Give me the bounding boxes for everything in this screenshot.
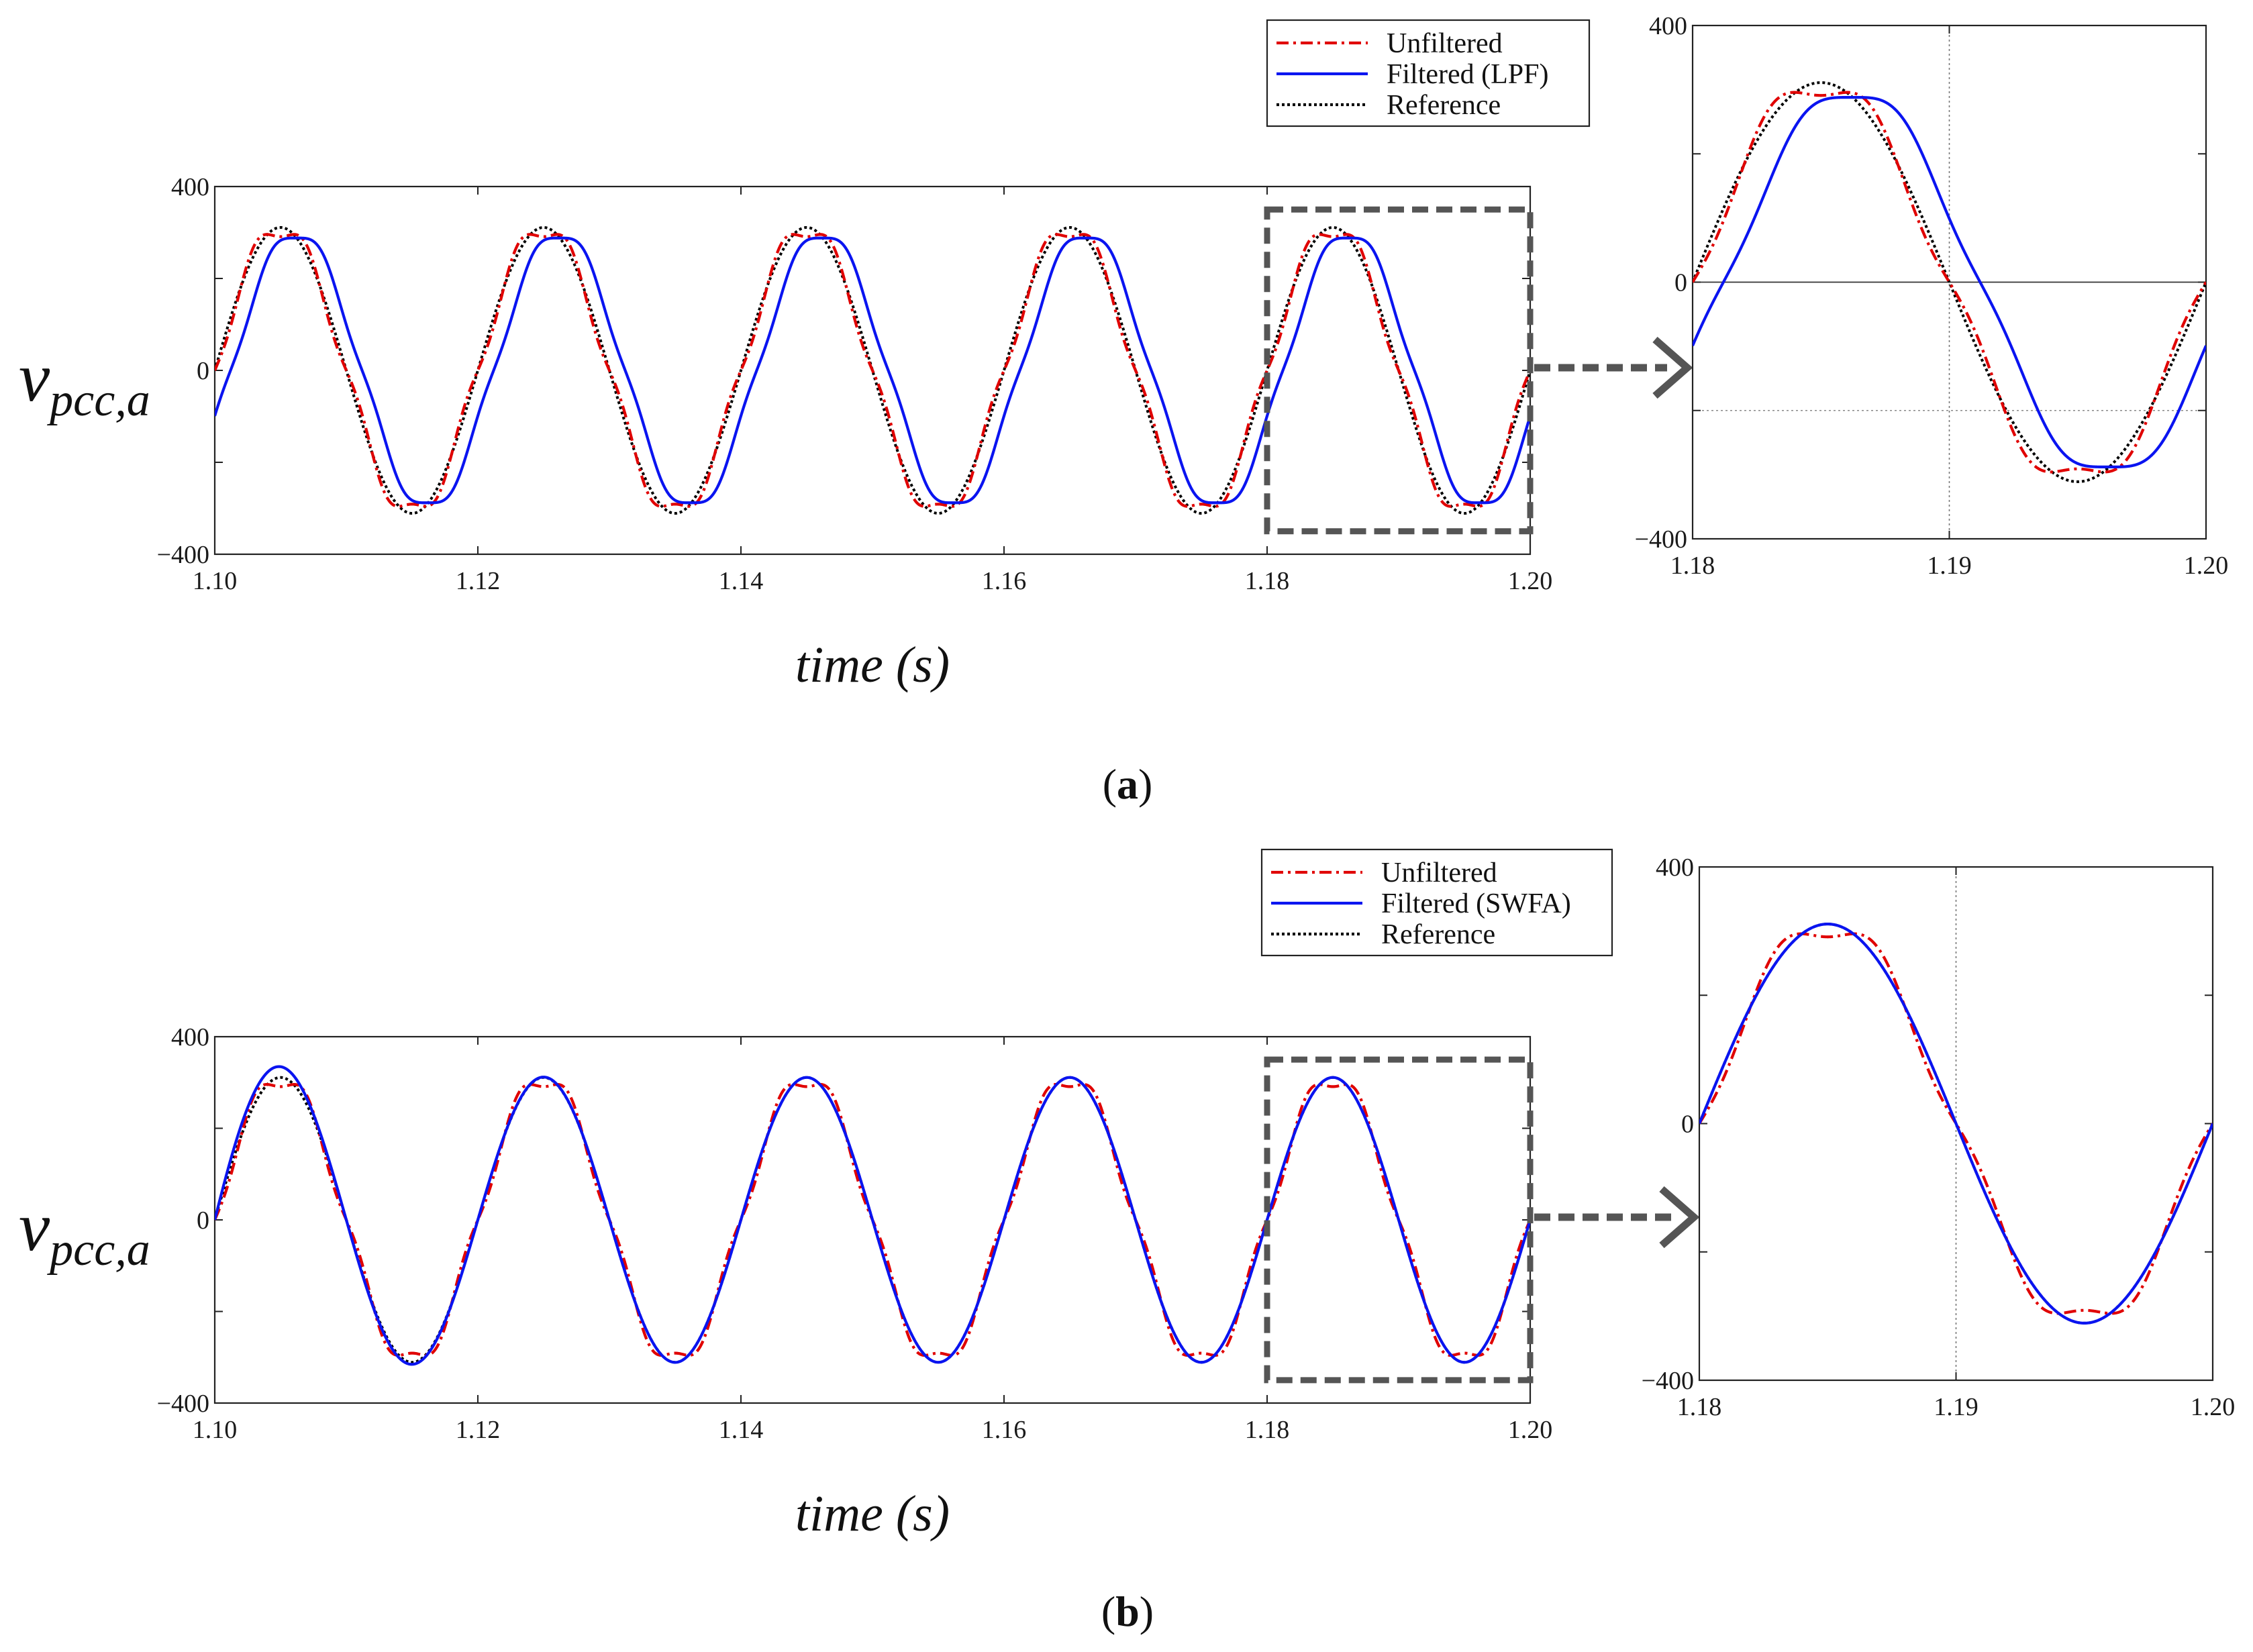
series-line-unfiltered — [1699, 932, 2213, 1315]
y-tick-label: −400 — [1642, 1367, 1694, 1395]
series-line-reference — [215, 225, 1530, 515]
y-tick-label: 400 — [171, 1023, 209, 1051]
chart-a-main: 1.10 1.12 1.14 1.16 1.18 1.20 −400 0 400 time (s)… — [19, 19, 1693, 693]
y-tick-label: −400 — [1635, 525, 1687, 554]
zoom-box — [1264, 1056, 1534, 1384]
y-tick-label: 0 — [1674, 269, 1687, 297]
x-tick-label: 1.18 — [1677, 1393, 1722, 1421]
charts-layer: 1.10 1.12 1.14 1.16 1.18 1.20 −400 0 400 time (s)… — [19, 12, 2235, 1542]
legend-entry-filtered-swfa: Filtered (SWFA) — [1381, 888, 1571, 919]
zoom-arrow-head — [1652, 336, 1693, 399]
x-tick-label: 1.18 — [1670, 552, 1715, 580]
y-tick-label: 0 — [1681, 1111, 1694, 1139]
y-axis-label: vpcc,a — [19, 1188, 150, 1276]
x-axis-label: time (s) — [795, 637, 950, 693]
y-tick-label: −400 — [157, 541, 209, 569]
chart-b-zoom: 1.18 1.19 1.20 −400 0 400 — [1642, 854, 2236, 1421]
y-tick-label: −400 — [157, 1390, 209, 1418]
x-tick-label: 1.20 — [1508, 1416, 1553, 1444]
chart-a-zoom: 1.18 1.19 1.20 −400 0 400 — [1635, 12, 2229, 580]
zoom-box — [1264, 206, 1534, 535]
series-line-unfiltered — [1693, 91, 2206, 474]
x-tick-label: 1.19 — [1934, 1393, 1979, 1421]
series-line-filtered-swfa — [215, 1065, 1530, 1366]
x-tick-label: 1.12 — [456, 567, 501, 595]
x-tick-label: 1.12 — [456, 1416, 501, 1444]
chart-b-main: 1.10 1.12 1.14 1.16 1.18 1.20 −400 0 400 time (s)… — [19, 848, 1700, 1542]
x-tick-label: 1.14 — [719, 567, 764, 595]
x-tick-label: 1.20 — [1508, 567, 1553, 595]
x-tick-label: 1.20 — [2184, 552, 2229, 580]
series-line-reference — [1693, 81, 2206, 483]
series-line-filtered-lpf — [1693, 96, 2206, 468]
legend-entry-reference: Reference — [1381, 919, 1495, 950]
legend-entry-filtered-lpf: Filtered (LPF) — [1387, 59, 1548, 90]
y-tick-label: 0 — [197, 357, 209, 385]
x-tick-label: 1.16 — [982, 567, 1027, 595]
x-tick-label: 1.19 — [1927, 552, 1972, 580]
x-tick-label: 1.18 — [1245, 567, 1290, 595]
zoom-arrow-head — [1659, 1186, 1700, 1249]
y-tick-label: 400 — [1656, 854, 1694, 882]
legend-entry-reference: Reference — [1387, 90, 1501, 121]
y-axis-label: vpcc,a — [19, 339, 150, 426]
panel-label-b: (b) — [1101, 1588, 1154, 1635]
series-line-filtered-lpf — [215, 236, 1530, 505]
x-tick-label: 1.20 — [2191, 1393, 2236, 1421]
legend-entry-unfiltered: Unfiltered — [1381, 858, 1497, 888]
panel-label-a: (a) — [1103, 760, 1153, 808]
y-tick-label: 400 — [1649, 12, 1687, 40]
y-tick-label: 400 — [171, 173, 209, 201]
x-tick-label: 1.16 — [982, 1416, 1027, 1444]
x-tick-label: 1.14 — [719, 1416, 764, 1444]
y-tick-label: 0 — [197, 1206, 209, 1235]
x-axis-label: time (s) — [795, 1486, 950, 1542]
x-tick-label: 1.18 — [1245, 1416, 1290, 1444]
x-tick-label: 1.10 — [193, 1416, 238, 1444]
series-line-filtered-swfa — [1699, 923, 2213, 1325]
legend-entry-unfiltered: Unfiltered — [1387, 28, 1503, 59]
x-tick-label: 1.10 — [193, 567, 238, 595]
